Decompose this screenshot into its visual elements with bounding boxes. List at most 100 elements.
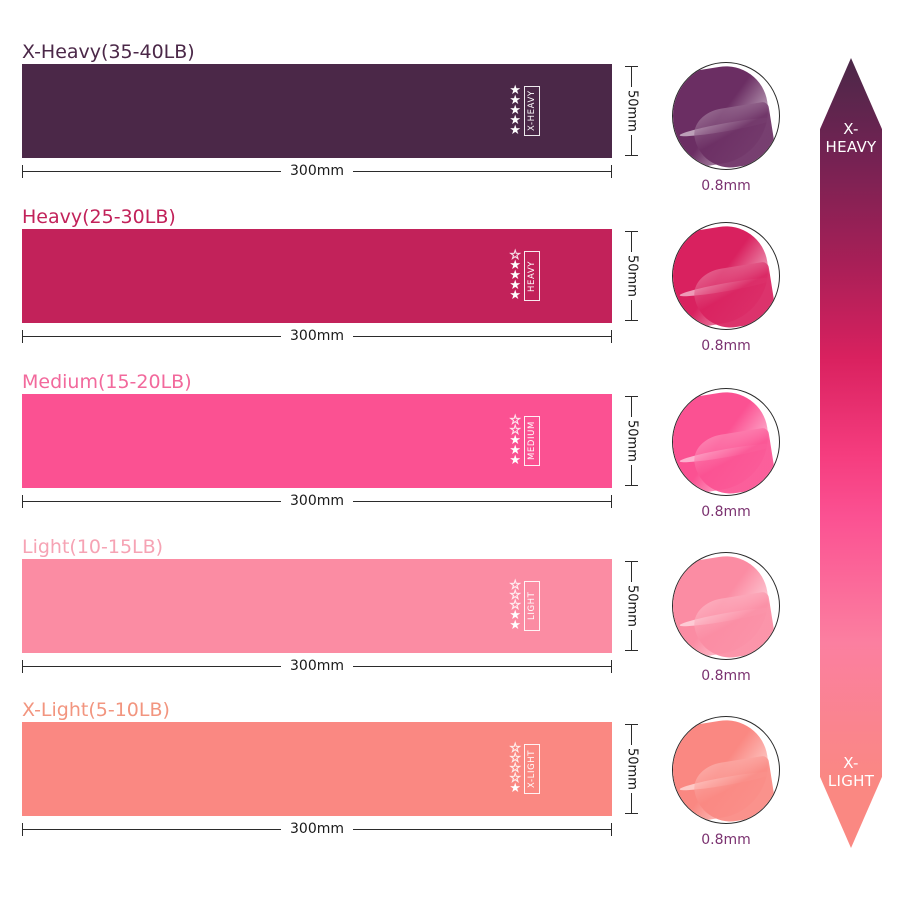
band-level-tag: MEDIUM xyxy=(524,416,540,466)
star-empty-icon: ☆ xyxy=(509,750,521,766)
dimension-tick-bottom xyxy=(625,650,638,651)
band-level-tag: LIGHT xyxy=(524,581,540,631)
band-row: ☆ ★ ★ ★ ★ HEAVY 50mm xyxy=(0,229,640,325)
length-dimension-label: 300mm xyxy=(281,818,353,840)
star-filled-icon: ★ xyxy=(509,618,521,634)
arrow-gradient-body xyxy=(820,58,882,848)
band-marking: ☆ ☆ ★ ★ ★ MEDIUM xyxy=(509,403,540,479)
band-marking: ★ ★ ★ ★ ★ X-HEAVY xyxy=(509,73,540,149)
thickness-label: 0.8mm xyxy=(701,668,751,684)
star-filled-icon: ★ xyxy=(509,443,521,459)
star-filled-icon: ★ xyxy=(509,608,521,624)
dimension-tick-top xyxy=(625,396,638,397)
star-filled-icon: ★ xyxy=(509,92,521,108)
dimension-tick-right xyxy=(611,330,612,343)
star-rating: ☆ ★ ★ ★ ★ xyxy=(509,247,521,302)
star-empty-icon: ☆ xyxy=(509,247,521,263)
height-dimension: 50mm xyxy=(620,64,644,158)
band-title: Heavy(25-30LB) xyxy=(22,206,176,228)
star-filled-icon: ★ xyxy=(509,82,521,98)
band-edge-photo xyxy=(672,222,780,330)
star-empty-icon: ☆ xyxy=(509,771,521,787)
band-title: Medium(15-20LB) xyxy=(22,371,192,393)
star-empty-icon: ☆ xyxy=(509,597,521,613)
band-swatch: ☆ ★ ★ ★ ★ HEAVY xyxy=(22,229,612,323)
star-rating: ☆ ☆ ☆ ★ ★ xyxy=(509,577,521,634)
star-filled-icon: ★ xyxy=(509,113,521,129)
height-dimension-label: 50mm xyxy=(624,745,640,793)
star-filled-icon: ★ xyxy=(509,781,521,797)
band-marking: ☆ ☆ ☆ ★ ★ LIGHT xyxy=(509,568,540,644)
band-row: ☆ ☆ ★ ★ ★ MEDIUM 50mm xyxy=(0,394,640,490)
star-filled-icon: ★ xyxy=(509,453,521,469)
height-dimension-label: 50mm xyxy=(624,252,640,300)
resistance-gradient-arrow: X- HEAVY X- LIGHT xyxy=(820,58,882,848)
dimension-tick-left xyxy=(22,660,23,673)
length-dimension-label: 300mm xyxy=(281,160,353,182)
height-dimension: 50mm xyxy=(620,229,644,323)
height-dimension: 50mm xyxy=(620,722,644,816)
dimension-tick-right xyxy=(611,495,612,508)
star-empty-icon: ☆ xyxy=(509,760,521,776)
length-dimension-label: 300mm xyxy=(281,325,353,347)
star-rating: ☆ ☆ ★ ★ ★ xyxy=(509,412,521,469)
band-title: X-Light(5-10LB) xyxy=(22,699,170,721)
length-dimension: 300mm xyxy=(22,655,612,677)
arrow-bottom-label: X- LIGHT xyxy=(820,754,882,790)
star-filled-icon: ★ xyxy=(509,267,521,283)
thickness-callout: 0.8mm xyxy=(667,716,785,848)
band-title: X-Heavy(35-40LB) xyxy=(22,41,195,63)
band-level-tag: HEAVY xyxy=(524,251,540,301)
star-empty-icon: ☆ xyxy=(509,577,521,593)
arrow-bottom-label-line1: X- xyxy=(843,754,859,772)
arrow-top-label-line2: HEAVY xyxy=(825,138,877,156)
band-block-x-light: X-Light(5-10LB) ☆ ☆ ☆ ☆ ★ X-LIGHT 50mm 300mm xyxy=(0,698,640,840)
dimension-tick-top xyxy=(625,231,638,232)
band-marking: ☆ ★ ★ ★ ★ HEAVY xyxy=(509,238,540,314)
arrow-top-label-line1: X- xyxy=(843,120,859,138)
dimension-tick-left xyxy=(22,823,23,836)
band-block-x-heavy: X-Heavy(35-40LB) ★ ★ ★ ★ ★ X-HEAVY 50mm 300mm xyxy=(0,40,640,182)
height-dimension-label: 50mm xyxy=(624,417,640,465)
height-dimension: 50mm xyxy=(620,394,644,488)
star-filled-icon: ★ xyxy=(509,432,521,448)
dimension-tick-bottom xyxy=(625,813,638,814)
thickness-label: 0.8mm xyxy=(701,178,751,194)
band-swatch: ☆ ☆ ★ ★ ★ MEDIUM xyxy=(22,394,612,488)
band-block-light: Light(10-15LB) ☆ ☆ ☆ ★ ★ LIGHT 50mm 300mm xyxy=(0,535,640,677)
band-edge-photo xyxy=(672,716,780,824)
star-empty-icon: ☆ xyxy=(509,587,521,603)
dimension-tick-right xyxy=(611,823,612,836)
thickness-callout: 0.8mm xyxy=(667,552,785,684)
star-rating: ★ ★ ★ ★ ★ xyxy=(509,82,521,139)
arrow-bottom-label-line2: LIGHT xyxy=(827,772,875,790)
height-dimension: 50mm xyxy=(620,559,644,653)
star-filled-icon: ★ xyxy=(509,102,521,118)
band-swatch: ★ ★ ★ ★ ★ X-HEAVY xyxy=(22,64,612,158)
height-dimension-label: 50mm xyxy=(624,87,640,135)
band-block-heavy: Heavy(25-30LB) ☆ ★ ★ ★ ★ HEAVY 50mm 300mm xyxy=(0,205,640,347)
thickness-label: 0.8mm xyxy=(701,832,751,848)
dimension-tick-left xyxy=(22,165,23,178)
dimension-tick-left xyxy=(22,330,23,343)
height-dimension-label: 50mm xyxy=(624,582,640,630)
band-level-tag: X-HEAVY xyxy=(524,86,540,136)
dimension-tick-right xyxy=(611,660,612,673)
band-row: ★ ★ ★ ★ ★ X-HEAVY 50mm xyxy=(0,64,640,160)
dimension-tick-bottom xyxy=(625,485,638,486)
band-level-tag: X-LIGHT xyxy=(524,744,540,794)
dimension-tick-left xyxy=(22,495,23,508)
band-title: Light(10-15LB) xyxy=(22,536,164,558)
band-marking: ☆ ☆ ☆ ☆ ★ X-LIGHT xyxy=(509,731,540,807)
star-rating: ☆ ☆ ☆ ☆ ★ xyxy=(509,740,521,797)
length-dimension-label: 300mm xyxy=(281,655,353,677)
length-dimension: 300mm xyxy=(22,818,612,840)
band-swatch: ☆ ☆ ☆ ☆ ★ X-LIGHT xyxy=(22,722,612,816)
band-edge-photo xyxy=(672,388,780,496)
star-empty-icon: ☆ xyxy=(509,740,521,756)
star-filled-icon: ★ xyxy=(509,123,521,139)
dimension-tick-right xyxy=(611,165,612,178)
star-empty-icon: ☆ xyxy=(509,412,521,428)
star-filled-icon: ★ xyxy=(509,257,521,273)
